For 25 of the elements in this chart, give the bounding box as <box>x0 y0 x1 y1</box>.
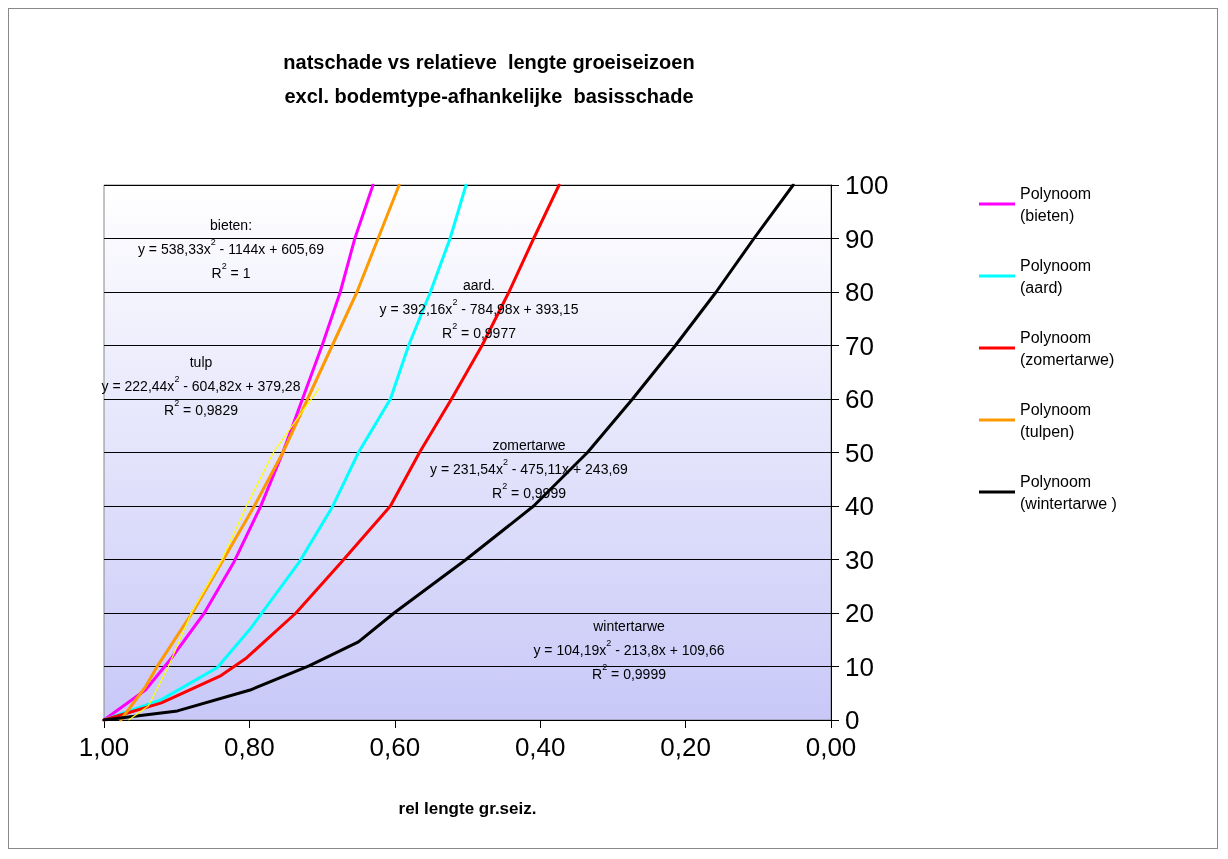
legend-label: Polynoom (wintertarwe ) <box>1020 472 1117 512</box>
x-tick-label: 1,00 <box>78 732 130 762</box>
y-tick-label: 80 <box>845 277 874 307</box>
y-tick-label: 20 <box>845 598 874 628</box>
y-tick-label: 40 <box>845 491 874 521</box>
y-tick-label: 10 <box>845 651 874 682</box>
x-tick-label: 0,40 <box>514 732 566 762</box>
legend-label: Polynoom (zomertarwe) <box>1020 328 1115 368</box>
y-tick-label: 30 <box>845 544 874 575</box>
y-tick-label: 100 <box>845 170 889 200</box>
y-tick-label: 70 <box>845 330 874 361</box>
x-tick-label: 0,20 <box>660 732 711 762</box>
chart-title: natschade vs relatieve lengte groeiseizoen <box>283 51 695 73</box>
x-tick-label: 0,80 <box>224 732 275 762</box>
x-axis-title: rel lengte gr.seiz. <box>398 799 537 818</box>
y-tick-label: 90 <box>845 223 874 254</box>
legend-label: Polynoom (tulpen) <box>1020 400 1096 440</box>
legend-label: Polynoom (aard) <box>1020 256 1096 296</box>
y-tick-label: 50 <box>845 437 874 468</box>
x-tick-label: 0,00 <box>805 732 857 762</box>
y-tick-label: 60 <box>845 384 874 414</box>
x-tick-label: 0,60 <box>369 732 421 762</box>
legend-label: Polynoom (bieten) <box>1020 184 1096 224</box>
chart-subtitle: excl. bodemtype-afhankelijke basisschade <box>284 85 694 107</box>
y-tick-label: 0 <box>845 705 860 735</box>
